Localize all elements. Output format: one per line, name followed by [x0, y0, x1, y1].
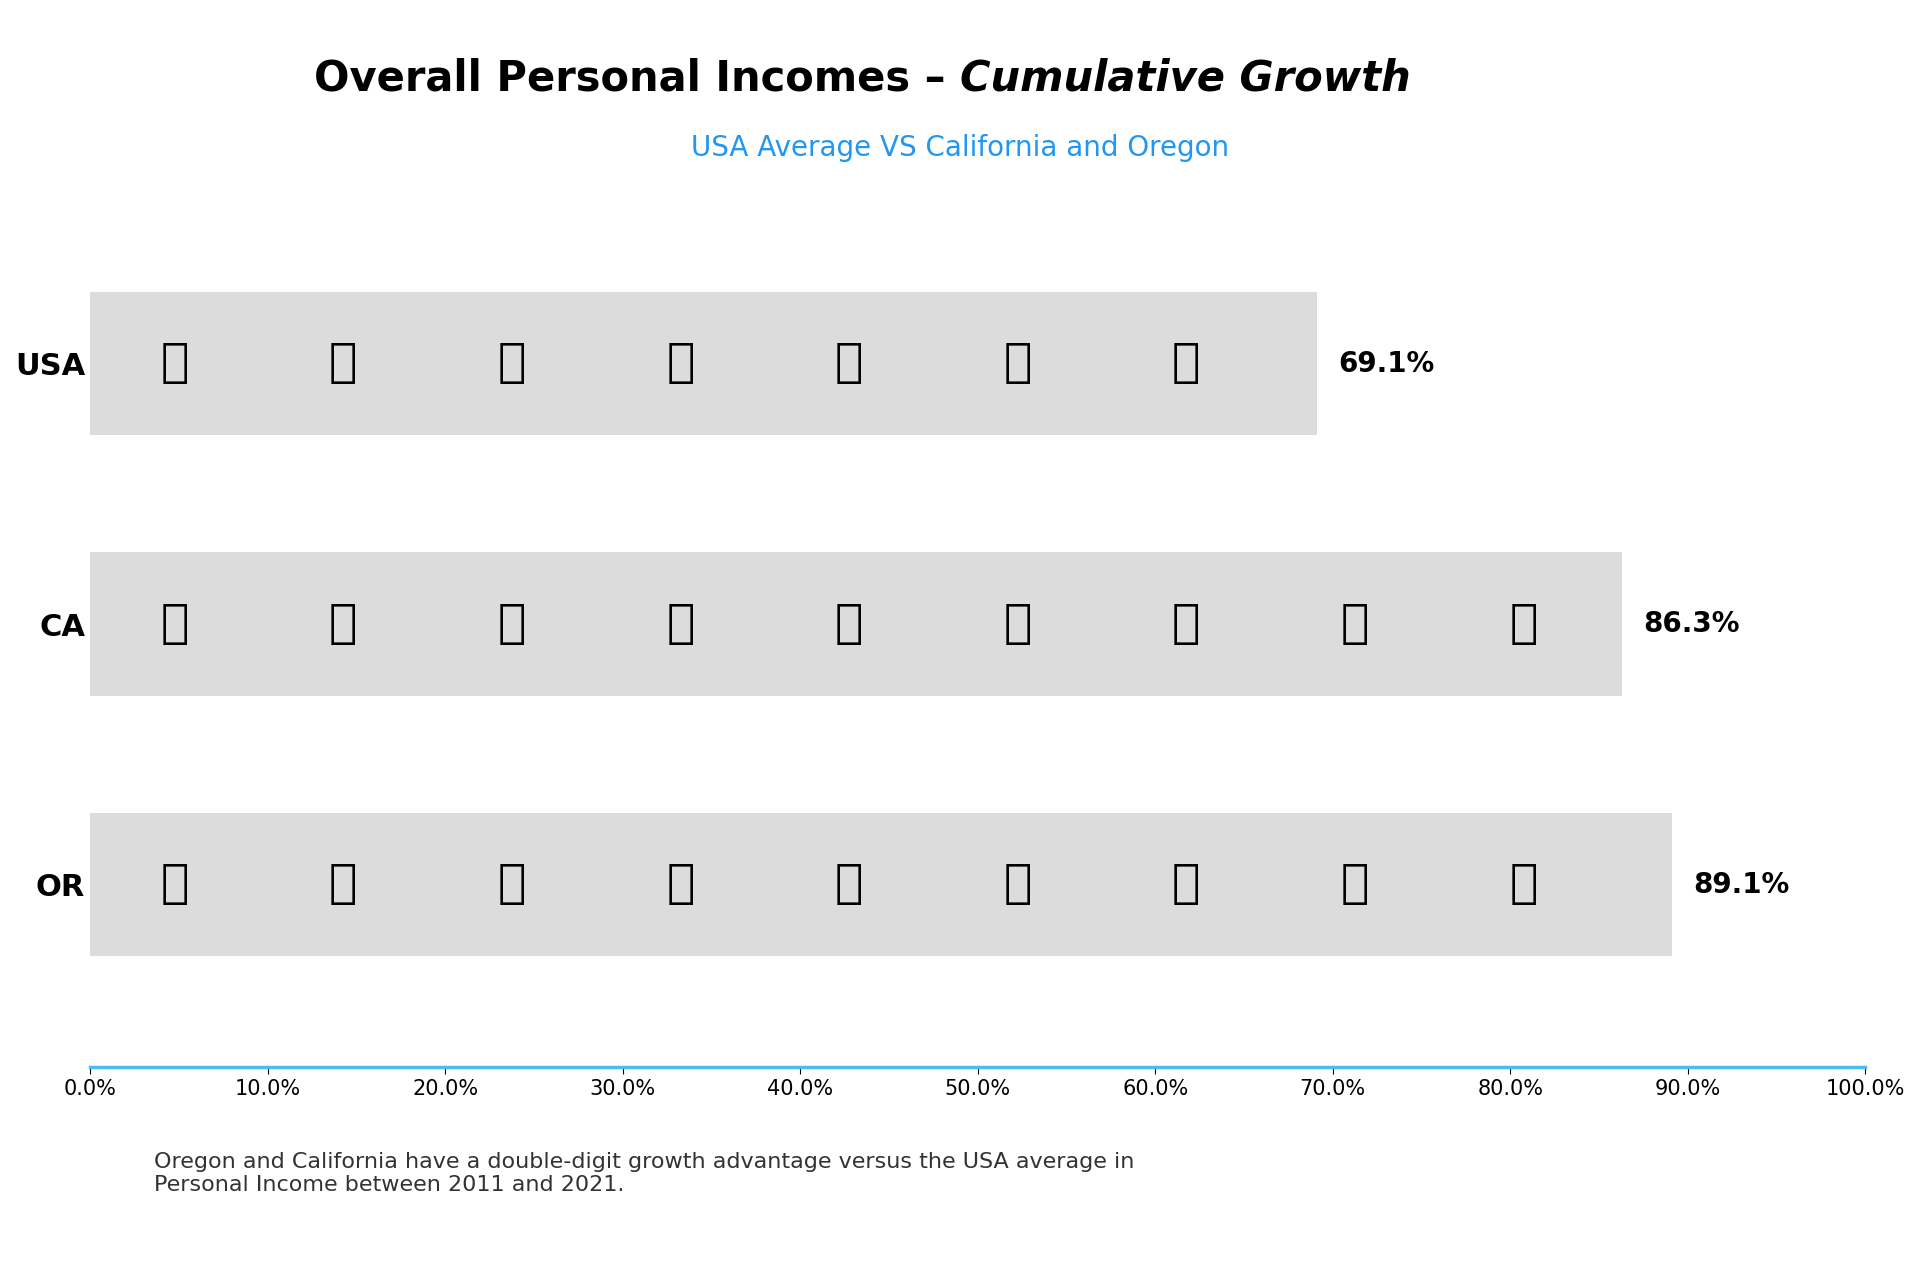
Text: Cumulative Growth: Cumulative Growth	[960, 58, 1411, 100]
Text: 86.3%: 86.3%	[1644, 611, 1740, 639]
Text: 💵: 💵	[1340, 861, 1369, 908]
Text: 💵: 💵	[497, 861, 526, 908]
Text: 💵: 💵	[1340, 602, 1369, 646]
Text: 💵: 💵	[835, 342, 864, 387]
FancyBboxPatch shape	[90, 813, 1672, 956]
Text: 💵: 💵	[1509, 861, 1538, 908]
Text: 💵: 💵	[159, 861, 188, 908]
Text: 💵: 💵	[1171, 861, 1200, 908]
Text: 💵: 💵	[497, 342, 526, 387]
Text: Overall Personal Incomes –: Overall Personal Incomes –	[315, 58, 960, 100]
Text: 💵: 💵	[1004, 861, 1031, 908]
Text: 💵: 💵	[159, 342, 188, 387]
Text: 💵: 💵	[328, 602, 357, 646]
Text: 💵: 💵	[159, 602, 188, 646]
FancyBboxPatch shape	[90, 553, 1622, 696]
Text: 💵: 💵	[1004, 602, 1031, 646]
Text: 💵: 💵	[835, 602, 864, 646]
Text: 69.1%: 69.1%	[1338, 349, 1434, 378]
Text: 💵: 💵	[1171, 602, 1200, 646]
Text: 💵: 💵	[1171, 342, 1200, 387]
Text: 💵: 💵	[328, 861, 357, 908]
Text: 💵: 💵	[1509, 602, 1538, 646]
Text: USA Average VS California and Oregon: USA Average VS California and Oregon	[691, 134, 1229, 163]
Text: 💵: 💵	[1004, 342, 1031, 387]
Text: 💵: 💵	[328, 342, 357, 387]
Text: 💵: 💵	[666, 602, 695, 646]
Text: 💵: 💵	[666, 342, 695, 387]
Text: 💵: 💵	[497, 602, 526, 646]
Text: 💵: 💵	[666, 861, 695, 908]
Text: 89.1%: 89.1%	[1693, 870, 1789, 899]
Text: 💵: 💵	[835, 861, 864, 908]
FancyBboxPatch shape	[90, 292, 1317, 435]
Text: Oregon and California have a double-digit growth advantage versus the USA averag: Oregon and California have a double-digi…	[154, 1152, 1135, 1196]
